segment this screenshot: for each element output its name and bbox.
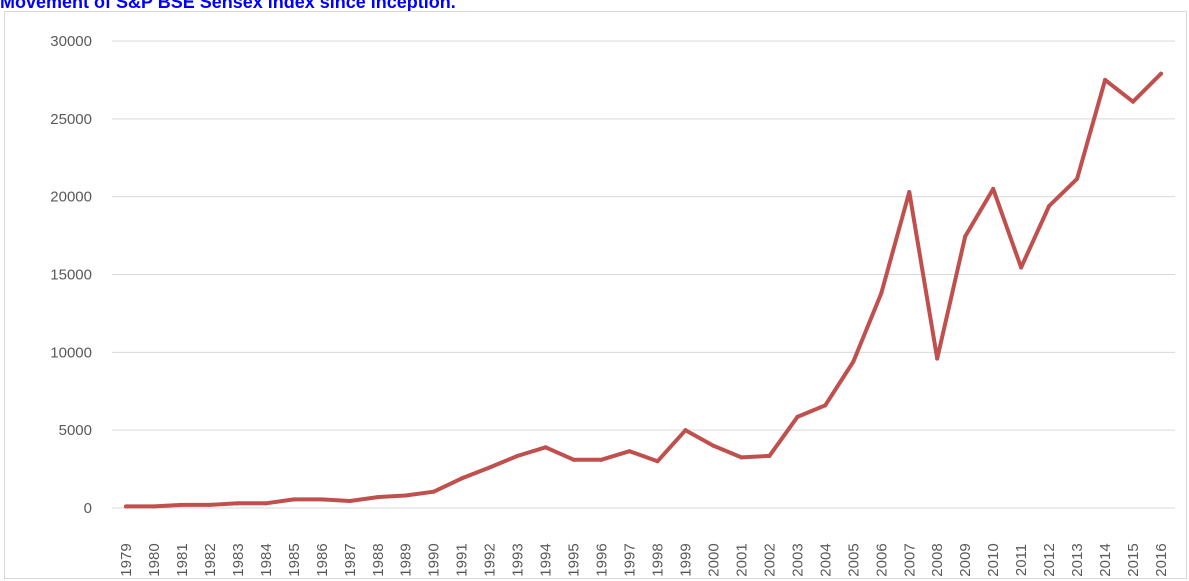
data-point <box>655 459 660 464</box>
x-tick-label: 1996 <box>594 543 611 576</box>
chart-title: Movement of S&P BSE Sensex index since i… <box>0 0 456 12</box>
x-tick-label: 1991 <box>454 543 471 576</box>
x-tick-label: 2009 <box>957 543 974 576</box>
data-point <box>879 291 884 296</box>
data-point <box>767 453 772 458</box>
data-point <box>347 498 352 503</box>
x-tick-label: 2001 <box>733 543 750 576</box>
x-tick-label: 2016 <box>1153 543 1170 576</box>
y-tick-label: 10000 <box>50 344 92 361</box>
x-tick-label: 2012 <box>1041 543 1058 576</box>
x-tick-label: 1993 <box>510 543 527 576</box>
data-point <box>1159 71 1164 76</box>
x-tick-label: 1990 <box>426 543 443 576</box>
x-tick-label: 1994 <box>538 543 555 576</box>
y-tick-label: 30000 <box>50 33 92 50</box>
x-axis-ticks: 1979 1980 1981 1982 1983 1984 1985 1986 1987 1988… <box>118 543 1170 576</box>
x-tick-label: 2014 <box>1097 543 1114 576</box>
x-tick-label: 1989 <box>398 543 415 576</box>
data-point <box>991 186 996 191</box>
x-tick-label: 2007 <box>901 543 918 576</box>
x-tick-label: 2002 <box>761 543 778 576</box>
data-point <box>571 457 576 462</box>
x-tick-label: 1997 <box>622 543 639 576</box>
data-point <box>711 443 716 448</box>
x-tick-label: 1979 <box>118 543 135 576</box>
x-tick-label: 1984 <box>258 543 275 576</box>
data-point <box>403 493 408 498</box>
y-axis-ticks: 0 5000 10000 15000 20000 25000 30000 <box>50 33 92 517</box>
x-tick-label: 1998 <box>649 543 666 576</box>
x-tick-label: 2013 <box>1069 543 1086 576</box>
x-tick-label: 2010 <box>985 543 1002 576</box>
series-group <box>123 71 1164 509</box>
data-point <box>907 189 912 194</box>
data-point <box>319 497 324 502</box>
x-tick-label: 1981 <box>174 543 191 576</box>
data-point <box>487 465 492 470</box>
x-tick-label: 2000 <box>705 543 722 576</box>
series-line <box>124 71 1163 509</box>
data-point <box>179 502 184 507</box>
data-point <box>151 504 156 509</box>
x-tick-label: 2006 <box>873 543 890 576</box>
data-point <box>207 502 212 507</box>
data-point <box>123 504 128 509</box>
data-point <box>851 359 856 364</box>
y-tick-label: 20000 <box>50 189 92 206</box>
gridlines <box>112 40 1175 509</box>
x-tick-label: 1992 <box>482 543 499 576</box>
x-tick-label: 2004 <box>817 543 834 576</box>
data-point <box>795 414 800 419</box>
x-tick-label: 1999 <box>677 543 694 576</box>
x-tick-label: 2005 <box>845 543 862 576</box>
x-tick-label: 2011 <box>1013 544 1030 576</box>
data-point <box>627 449 632 454</box>
data-point <box>1075 176 1080 181</box>
x-tick-label: 1986 <box>314 543 331 576</box>
chart-area <box>4 11 1187 579</box>
data-point <box>375 495 380 500</box>
x-tick-label: 1980 <box>146 543 163 576</box>
x-tick-label: 1995 <box>566 543 583 576</box>
x-tick-label: 1985 <box>286 543 303 576</box>
x-tick-label: 1988 <box>370 543 387 576</box>
data-point <box>1019 265 1024 270</box>
x-tick-label: 1982 <box>202 543 219 576</box>
data-point <box>1103 77 1108 82</box>
data-point <box>263 501 268 506</box>
data-point <box>515 453 520 458</box>
y-tick-label: 25000 <box>50 111 92 128</box>
data-point <box>823 403 828 408</box>
data-point <box>431 489 436 494</box>
data-point <box>291 497 296 502</box>
data-point <box>683 428 688 433</box>
y-tick-label: 5000 <box>59 422 92 439</box>
x-tick-label: 2015 <box>1125 543 1142 576</box>
data-point <box>963 234 968 239</box>
data-point <box>1047 204 1052 209</box>
data-point <box>599 457 604 462</box>
x-tick-label: 1983 <box>230 543 247 576</box>
y-tick-label: 0 <box>84 500 92 517</box>
data-point <box>543 445 548 450</box>
data-point <box>739 455 744 460</box>
data-point <box>1131 99 1136 104</box>
y-tick-label: 15000 <box>50 267 92 284</box>
x-tick-label: 2003 <box>789 543 806 576</box>
x-tick-label: 1987 <box>342 543 359 576</box>
data-point <box>935 356 940 361</box>
data-point <box>235 501 240 506</box>
data-point <box>459 476 464 481</box>
x-tick-label: 2008 <box>929 543 946 576</box>
